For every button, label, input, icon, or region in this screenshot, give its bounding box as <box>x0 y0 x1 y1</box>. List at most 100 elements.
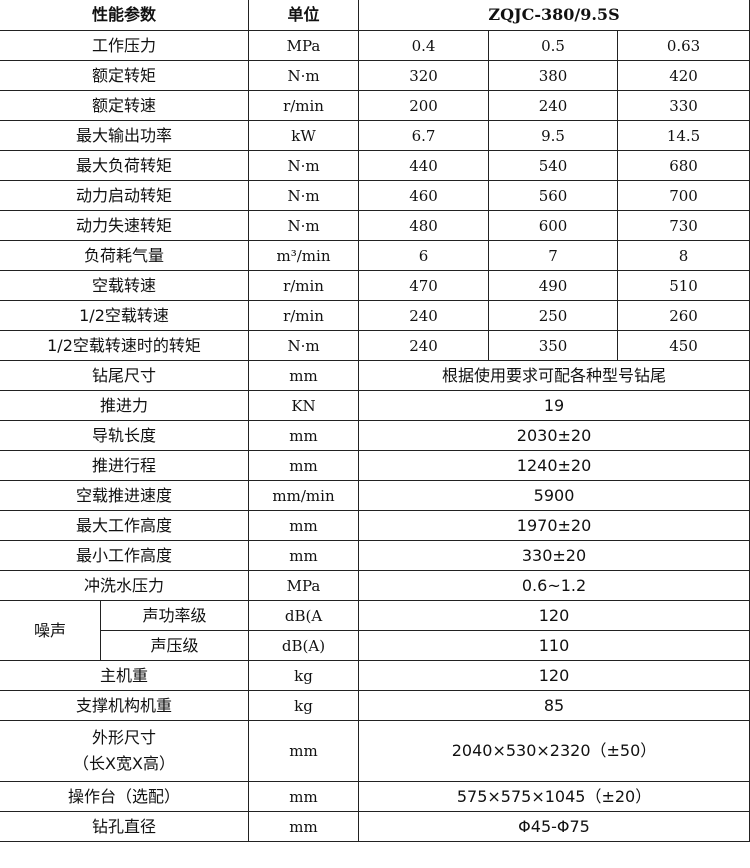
param-name: 1/2空载转速时的转矩 <box>0 330 250 361</box>
param-name: 空载推进速度 <box>0 480 250 511</box>
param-value: 470 <box>358 270 490 301</box>
param-unit: dB(A <box>248 600 360 631</box>
param-name: 声功率级 <box>99 600 250 631</box>
param-name: 操作台（选配） <box>0 781 250 812</box>
param-value: 700 <box>617 180 750 211</box>
param-value: 19 <box>358 390 750 421</box>
param-name: 推进力 <box>0 390 250 421</box>
table-row: 空载推进速度 mm/min 5900 <box>0 480 750 511</box>
param-value: 0.5 <box>488 30 619 61</box>
param-value: 600 <box>488 210 619 241</box>
param-value: 6.7 <box>358 120 490 151</box>
param-value: 240 <box>358 300 490 331</box>
param-unit: N·m <box>248 210 360 241</box>
param-unit: kW <box>248 120 360 151</box>
table-row: 导轨长度 mm 2030±20 <box>0 420 750 451</box>
param-value: 240 <box>488 90 619 121</box>
param-value: 0.4 <box>358 30 490 61</box>
param-value: 460 <box>358 180 490 211</box>
param-value: 240 <box>358 330 490 361</box>
table-row: 最小工作高度 mm 330±20 <box>0 540 750 571</box>
param-value: 260 <box>617 300 750 331</box>
param-name: 额定转矩 <box>0 60 250 91</box>
param-unit: N·m <box>248 60 360 91</box>
dims-name-line2: （长X宽X高） <box>73 754 175 773</box>
param-unit: mm <box>248 420 360 451</box>
header-model: ZQJC-380/9.5S <box>358 0 750 31</box>
param-unit: r/min <box>248 270 360 301</box>
param-unit: KN <box>248 390 360 421</box>
table-row: 负荷耗气量 m³/min 6 7 8 <box>0 240 750 271</box>
dims-name-line1: 外形尺寸 <box>92 728 157 747</box>
table-row: 支撑机构机重 kg 85 <box>0 690 750 721</box>
param-value: 540 <box>488 150 619 181</box>
param-value: 380 <box>488 60 619 91</box>
param-value: 350 <box>488 330 619 361</box>
param-value: 120 <box>358 600 750 631</box>
param-value: 5900 <box>358 480 750 511</box>
table-row: 动力失速转矩 N·m 480 600 730 <box>0 210 750 241</box>
param-value: 85 <box>358 690 750 721</box>
param-value: 8 <box>617 240 750 271</box>
param-value: 根据使用要求可配各种型号钻尾 <box>358 360 750 391</box>
param-value: 420 <box>617 60 750 91</box>
param-unit: N·m <box>248 180 360 211</box>
param-unit: r/min <box>248 300 360 331</box>
param-unit: mm <box>248 720 360 782</box>
param-value: 450 <box>617 330 750 361</box>
param-unit: mm <box>248 781 360 812</box>
param-value: 120 <box>358 660 750 691</box>
param-name: 额定转速 <box>0 90 250 121</box>
param-unit: N·m <box>248 330 360 361</box>
param-unit: mm <box>248 811 360 842</box>
header-unit: 单位 <box>248 0 360 31</box>
param-unit: mm <box>248 360 360 391</box>
table-row: 最大输出功率 kW 6.7 9.5 14.5 <box>0 120 750 151</box>
table-row: 钻孔直径 mm Φ45-Φ75 <box>0 811 750 842</box>
param-unit: kg <box>248 690 360 721</box>
param-unit: MPa <box>248 570 360 601</box>
param-unit: N·m <box>248 150 360 181</box>
table-row: 主机重 kg 120 <box>0 660 750 691</box>
param-value: 14.5 <box>617 120 750 151</box>
param-name: 最大工作高度 <box>0 510 250 541</box>
param-value: 0.6~1.2 <box>358 570 750 601</box>
param-value: 680 <box>617 150 750 181</box>
param-value: 2040×530×2320（±50） <box>358 720 750 782</box>
param-name: 声压级 <box>99 630 250 661</box>
table-row: 1/2空载转速时的转矩 N·m 240 350 450 <box>0 330 750 361</box>
table-row: 钻尾尺寸 mm 根据使用要求可配各种型号钻尾 <box>0 360 750 391</box>
param-name: 最大输出功率 <box>0 120 250 151</box>
param-name: 负荷耗气量 <box>0 240 250 271</box>
param-unit: kg <box>248 660 360 691</box>
param-unit: r/min <box>248 90 360 121</box>
param-value: 0.63 <box>617 30 750 61</box>
header-param: 性能参数 <box>0 0 250 31</box>
param-value: 200 <box>358 90 490 121</box>
param-name: 冲洗水压力 <box>0 570 250 601</box>
table-row: 空载转速 r/min 470 490 510 <box>0 270 750 301</box>
param-value: 330±20 <box>358 540 750 571</box>
table-row: 推进力 KN 19 <box>0 390 750 421</box>
param-value: 510 <box>617 270 750 301</box>
param-unit: mm <box>248 510 360 541</box>
param-name: 空载转速 <box>0 270 250 301</box>
table-row: 冲洗水压力 MPa 0.6~1.2 <box>0 570 750 601</box>
param-name: 最小工作高度 <box>0 540 250 571</box>
table-row: 推进行程 mm 1240±20 <box>0 450 750 481</box>
param-unit: MPa <box>248 30 360 61</box>
param-name: 钻尾尺寸 <box>0 360 250 391</box>
param-value: 250 <box>488 300 619 331</box>
param-value: 1240±20 <box>358 450 750 481</box>
param-value: 7 <box>488 240 619 271</box>
table-row: 外形尺寸 （长X宽X高） mm 2040×530×2320（±50） <box>0 720 750 782</box>
param-name: 动力启动转矩 <box>0 180 250 211</box>
param-value: 490 <box>488 270 619 301</box>
noise-group-label: 噪声 <box>0 600 101 661</box>
table-row: 噪声 声功率级 dB(A 120 <box>0 600 750 661</box>
param-value: 730 <box>617 210 750 241</box>
param-value: 330 <box>617 90 750 121</box>
param-name: 外形尺寸 （长X宽X高） <box>0 720 250 782</box>
header-row: 性能参数 单位 ZQJC-380/9.5S <box>0 0 750 31</box>
param-name: 钻孔直径 <box>0 811 250 842</box>
